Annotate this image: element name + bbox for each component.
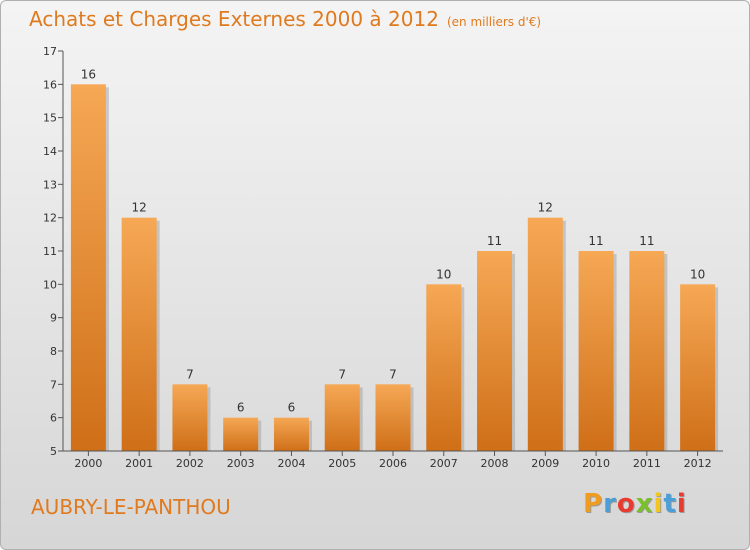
x-tick-label: 2004: [277, 457, 305, 470]
axes-group: 5 6 7 8 9 10 11 12 13 14 15 16 17 2000 2001 2002 2003 200…: [43, 45, 723, 470]
bar: [629, 251, 665, 451]
bar: [172, 384, 208, 451]
y-tick-label: 9: [50, 312, 57, 325]
y-tick-label: 17: [43, 45, 57, 58]
bar: [578, 251, 614, 451]
y-tick-label: 6: [50, 412, 57, 425]
chart-title-text: Achats et Charges Externes 2000 à 2012: [29, 7, 439, 31]
x-tick-label: 2010: [582, 457, 610, 470]
chart-title: Achats et Charges Externes 2000 à 2012 (e…: [29, 7, 541, 31]
x-tick-label: 2001: [125, 457, 153, 470]
bar-value-label: 16: [81, 67, 96, 81]
bar: [426, 284, 462, 451]
bar: [477, 251, 513, 451]
y-tick-label: 5: [50, 445, 57, 458]
logo-letter: P: [583, 489, 604, 519]
y-tick-label: 12: [43, 212, 57, 225]
bar: [223, 417, 259, 451]
y-tick-label: 8: [50, 345, 57, 358]
bar-value-label: 10: [690, 267, 705, 281]
bar: [527, 217, 563, 451]
y-tick-label: 11: [43, 245, 57, 258]
x-tick-label: 2011: [633, 457, 661, 470]
x-tick-label: 2002: [176, 457, 204, 470]
chart-subtitle: (en milliers d'€): [446, 15, 542, 29]
bar-value-label: 10: [436, 267, 451, 281]
bar: [375, 384, 411, 451]
x-tick-label: 2000: [74, 457, 102, 470]
x-tick-label: 2007: [430, 457, 458, 470]
y-tick-label: 15: [43, 112, 57, 125]
proxiti-logo: Proxiti: [583, 489, 687, 519]
bar-value-label: 7: [338, 367, 346, 381]
logo-letter: o: [616, 489, 636, 519]
logo-letter: i: [653, 489, 664, 519]
x-tick-label: 2008: [481, 457, 509, 470]
x-tick-label: 2005: [328, 457, 356, 470]
bar-value-label: 12: [132, 201, 147, 215]
x-tick-label: 2003: [227, 457, 255, 470]
logo-letter: t: [663, 489, 677, 519]
bar-value-label: 11: [487, 234, 502, 248]
bars-group: 16 12 7 6 6 7 7 10 11 12 11 11 10: [70, 67, 719, 451]
commune-name: AUBRY-LE-PANTHOU: [31, 495, 231, 519]
bar: [273, 417, 309, 451]
bar-value-label: 11: [588, 234, 603, 248]
y-tick-label: 14: [43, 145, 57, 158]
y-tick-label: 13: [43, 178, 57, 191]
bar-value-label: 6: [288, 401, 296, 415]
y-tick-label: 7: [50, 378, 57, 391]
bar: [121, 217, 157, 451]
bar: [680, 284, 716, 451]
bar-value-label: 6: [237, 401, 245, 415]
logo-letter: x: [635, 489, 654, 519]
x-tick-label: 2009: [531, 457, 559, 470]
bar-value-label: 11: [639, 234, 654, 248]
y-tick-label: 16: [43, 78, 57, 91]
y-tick-label: 10: [43, 278, 57, 291]
bar: [324, 384, 360, 451]
logo-letter: i: [676, 489, 687, 519]
bar-value-label: 12: [538, 201, 553, 215]
bar-value-label: 7: [389, 367, 397, 381]
x-tick-label: 2012: [684, 457, 712, 470]
logo-letter: r: [603, 489, 617, 519]
x-tick-label: 2006: [379, 457, 407, 470]
bar: [70, 84, 106, 451]
bar-value-label: 7: [186, 367, 194, 381]
